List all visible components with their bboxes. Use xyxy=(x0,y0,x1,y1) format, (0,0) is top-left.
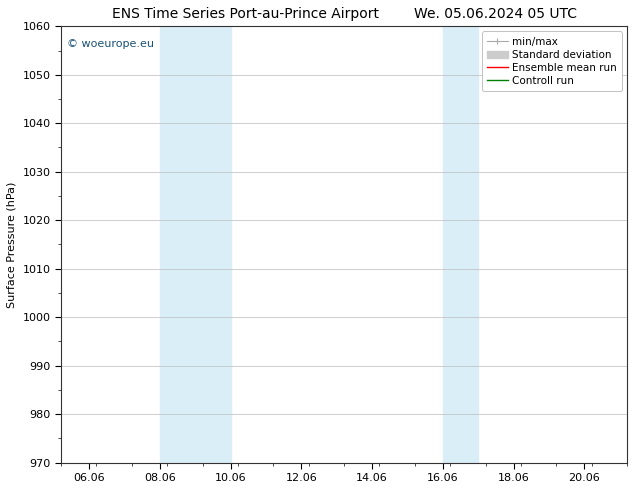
Bar xyxy=(160,26,231,463)
Title: ENS Time Series Port-au-Prince Airport        We. 05.06.2024 05 UTC: ENS Time Series Port-au-Prince Airport W… xyxy=(112,7,576,21)
Legend: min/max, Standard deviation, Ensemble mean run, Controll run: min/max, Standard deviation, Ensemble me… xyxy=(482,31,622,91)
Y-axis label: Surface Pressure (hPa): Surface Pressure (hPa) xyxy=(7,181,17,308)
Text: © woeurope.eu: © woeurope.eu xyxy=(67,39,153,49)
Bar xyxy=(443,26,478,463)
